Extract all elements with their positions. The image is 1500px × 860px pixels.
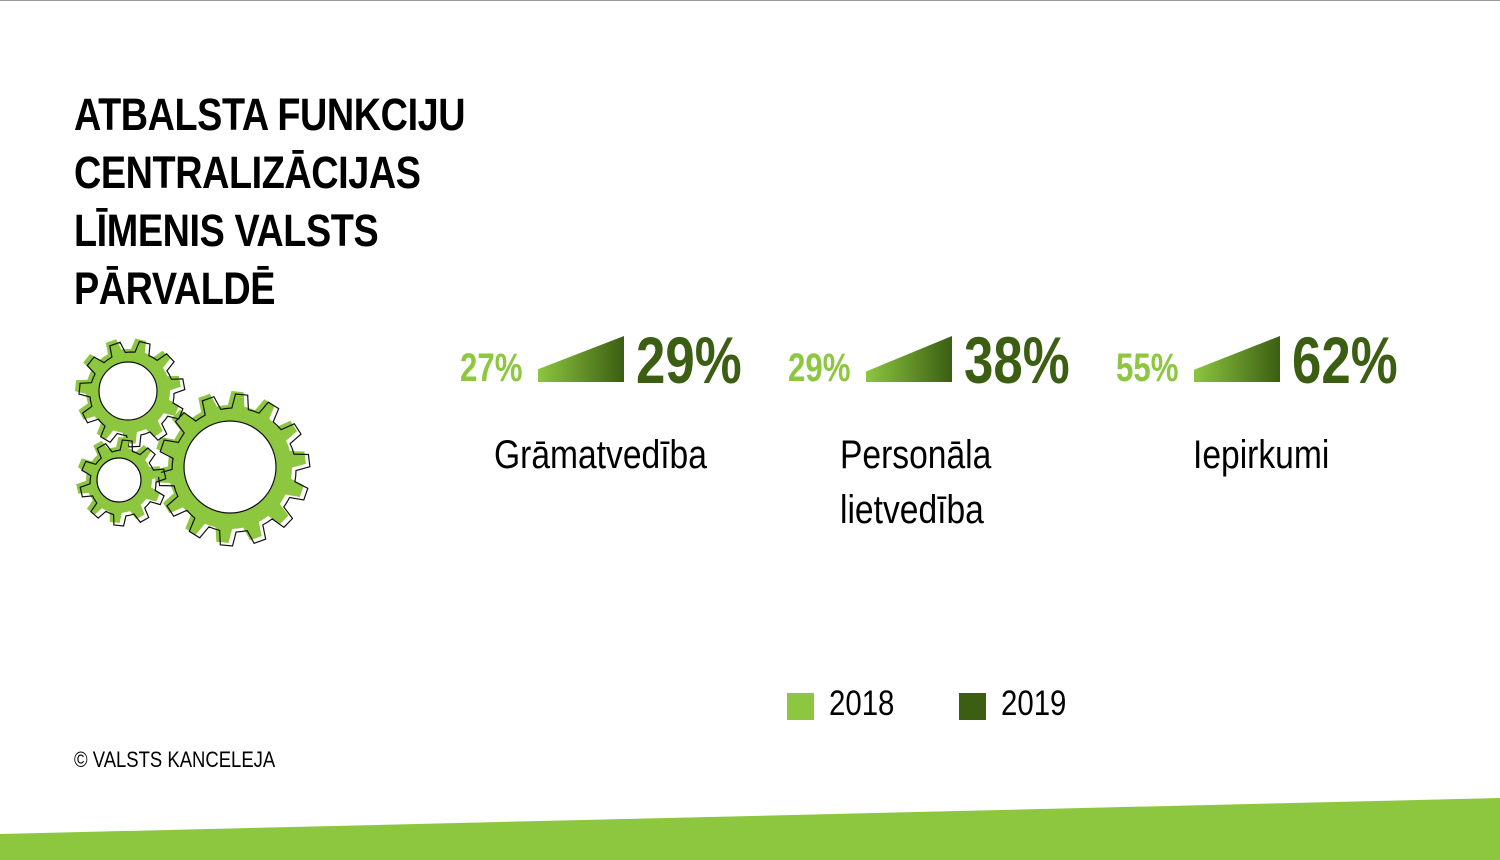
legend-swatch-2018 xyxy=(787,693,814,720)
title-line-2: CENTRALIZĀCIJAS xyxy=(74,147,421,198)
category-label: Iepirkumi xyxy=(1193,433,1330,477)
value-label-2018: 29% xyxy=(788,346,851,390)
value-label-2018: 27% xyxy=(460,346,523,390)
category-label: Personāla lietvedība xyxy=(840,433,992,532)
stat-group: 27% 29% xyxy=(460,320,760,400)
value-label-2018: 55% xyxy=(1116,346,1179,390)
bottom-green-band xyxy=(0,798,1500,860)
value-label-2019: 62% xyxy=(1292,323,1398,397)
legend-label-2018: 2018 xyxy=(829,684,895,723)
value-label-2019: 29% xyxy=(636,323,742,397)
title-line-3: LĪMENIS VALSTS xyxy=(74,205,379,256)
gear-large xyxy=(154,391,311,547)
stat-group: 55% 62% xyxy=(1116,320,1416,400)
top-border-line xyxy=(0,0,1500,1)
growth-wedge xyxy=(1194,336,1280,382)
category-label: Grāmatvedība xyxy=(494,433,707,477)
legend-swatch-2019 xyxy=(959,693,986,720)
chart-title: ATBALSTA FUNKCIJU CENTRALIZĀCIJAS LĪMENI… xyxy=(74,86,466,318)
legend: 2018 2019 xyxy=(787,684,1107,728)
title-line-1: ATBALSTA FUNKCIJU xyxy=(74,89,466,140)
copyright-text: © VALSTS KANCELEJA xyxy=(74,747,276,772)
gears-icon xyxy=(75,338,311,547)
stat-group: 29% 38% xyxy=(788,320,1088,400)
growth-wedge xyxy=(866,336,952,382)
legend-label-2019: 2019 xyxy=(1001,684,1067,723)
gear-small xyxy=(76,437,167,527)
gear-top xyxy=(75,338,186,448)
title-line-4: PĀRVALDĒ xyxy=(74,263,276,314)
growth-wedge xyxy=(538,336,624,382)
value-label-2019: 38% xyxy=(964,323,1070,397)
